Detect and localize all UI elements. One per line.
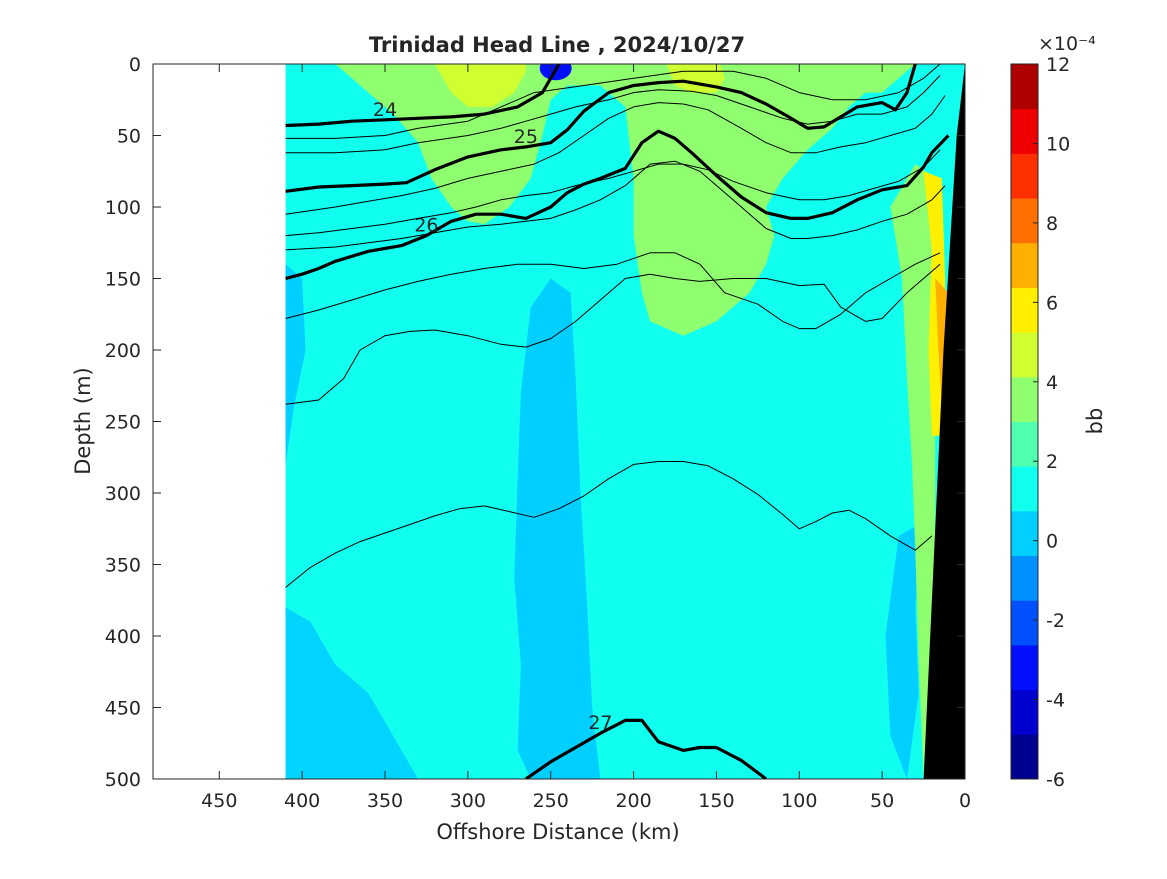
x-tick-label: 450: [201, 790, 237, 812]
contour-line-10: [285, 263, 941, 405]
y-tick-label: 0: [129, 54, 141, 76]
colorbar-segment: [1011, 600, 1038, 646]
contour-label-27: 27: [588, 712, 612, 734]
contour-line-9: [285, 252, 941, 330]
x-tick-label: 50: [870, 790, 894, 812]
colorbar-tick-label: 4: [1046, 372, 1058, 394]
y-tick-label: 450: [105, 698, 141, 720]
colorbar-exponent: ×10⁻⁴: [1038, 33, 1096, 55]
x-axis: 450 400 350 300 250 200 150 100 50 0: [201, 64, 971, 812]
colorbar-segment: [1011, 287, 1038, 333]
colorbar-segment: [1011, 153, 1038, 199]
colorbar-tick-label: -2: [1046, 610, 1065, 632]
y-tick-label: 350: [105, 555, 141, 577]
y-tick-label: 100: [105, 197, 141, 219]
y-tick-label: 50: [117, 126, 141, 148]
plot-area: 24 25 26 27: [285, 64, 965, 779]
contour-line-11: [285, 461, 933, 588]
contour-line-5: [285, 75, 941, 154]
y-axis-label: Depth (m): [71, 367, 95, 474]
y-tick-label: 400: [105, 626, 141, 648]
contour-label-26: 26: [414, 215, 438, 237]
colorbar-segment: [1011, 108, 1038, 154]
y-tick-label: 500: [105, 769, 141, 791]
field-background: [285, 64, 965, 779]
x-tick-label: 300: [450, 790, 486, 812]
contour-label-25: 25: [514, 126, 538, 148]
field-upper-plume-high: [434, 64, 526, 107]
field-low-coastal: [885, 521, 924, 779]
colorbar-segment: [1011, 466, 1038, 512]
colorbar-segment: [1011, 332, 1038, 378]
colorbar-tick-label: 10: [1046, 133, 1070, 155]
y-tick-label: 250: [105, 412, 141, 434]
colorbar-tick-label: 12: [1046, 54, 1070, 76]
colorbar-segment: [1011, 376, 1038, 422]
colorbar: -6 -4 -2 0 2 4 6 8 10 12: [1010, 54, 1070, 791]
colorbar-tick-label: 0: [1046, 531, 1058, 553]
colorbar-frame: [1010, 63, 1039, 780]
colorbar-segment: [1011, 689, 1038, 735]
colorbar-segment: [1011, 510, 1038, 557]
colorbar-tick-label: 8: [1046, 213, 1058, 235]
isopycnal-26-line: [285, 129, 950, 281]
contour-line-8: [285, 160, 946, 251]
x-tick-label: 100: [781, 790, 817, 812]
colorbar-tick-label: 6: [1046, 292, 1058, 314]
colorbar-segment: [1011, 555, 1038, 601]
x-tick-label: 250: [533, 790, 569, 812]
colorbar-segment: [1011, 734, 1038, 780]
colorbar-segment: [1011, 421, 1038, 467]
colorbar-tick-label: -6: [1046, 769, 1065, 791]
seafloor: [923, 64, 965, 779]
x-tick-label: 150: [698, 790, 734, 812]
x-tick-label: 350: [367, 790, 403, 812]
isopycnal-24-line: [285, 64, 561, 128]
colorbar-tick-label: -4: [1046, 690, 1065, 712]
y-tick-label: 150: [105, 269, 141, 291]
x-tick-label: 0: [959, 790, 971, 812]
contour-line-4: [285, 64, 941, 139]
y-axis: 0 50 100 150 200 250 300 350 400 450 500: [105, 54, 965, 791]
contour-line-7: [285, 149, 941, 237]
y-tick-label: 200: [105, 340, 141, 362]
contour-line-6: [285, 95, 946, 215]
colorbar-tick-label: 2: [1046, 451, 1058, 473]
colorbar-segment: [1011, 242, 1038, 288]
x-tick-label: 400: [284, 790, 320, 812]
chart-title: Trinidad Head Line , 2024/10/27: [369, 33, 745, 57]
colorbar-label: bb: [1083, 408, 1107, 435]
x-axis-label: Offshore Distance (km): [436, 820, 679, 844]
y-tick-label: 300: [105, 483, 141, 505]
colorbar-segment: [1011, 198, 1038, 244]
isopycnal-27-line: [524, 718, 768, 779]
field-upper-plume: [335, 64, 916, 336]
field-coastal-green: [890, 164, 936, 779]
isopycnal-25-line: [285, 64, 917, 193]
field-low-southwest: [285, 607, 419, 779]
contour-label-24: 24: [373, 99, 397, 121]
colorbar-segment: [1011, 64, 1038, 110]
field-low-column: [514, 278, 601, 779]
colorbar-segment: [1011, 644, 1038, 691]
x-tick-label: 200: [615, 790, 651, 812]
